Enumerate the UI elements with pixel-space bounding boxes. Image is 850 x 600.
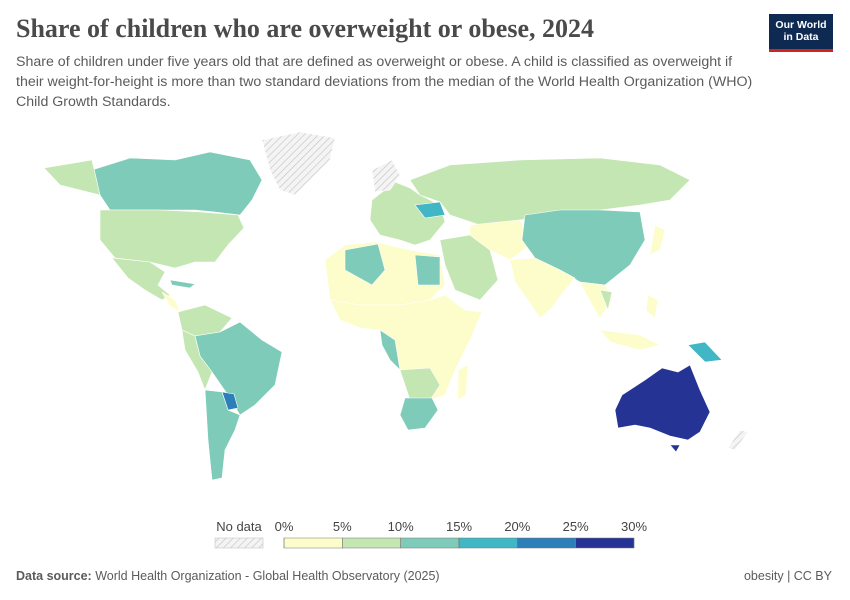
legend-tick-label: 10% bbox=[388, 519, 414, 534]
map: No data 0% 5% 10% 15% 20% 25% 30% bbox=[43, 131, 749, 549]
region bbox=[687, 341, 723, 363]
legend-tick-label: 20% bbox=[504, 519, 530, 534]
logo[interactable]: Our World in Data bbox=[769, 14, 833, 52]
region bbox=[379, 329, 401, 371]
logo-line: Our World bbox=[775, 19, 827, 31]
legend-bin bbox=[458, 537, 518, 549]
no-data-swatch bbox=[214, 537, 264, 549]
legend-bin bbox=[283, 537, 343, 549]
legend-bin bbox=[517, 537, 576, 549]
region bbox=[599, 329, 661, 351]
region bbox=[43, 159, 101, 196]
source-text: World Health Organization - Global Healt… bbox=[95, 569, 440, 583]
region bbox=[727, 429, 749, 451]
region bbox=[399, 367, 441, 401]
region bbox=[399, 397, 439, 431]
region bbox=[161, 291, 181, 313]
subtitle: Share of children under five years old t… bbox=[16, 54, 753, 110]
region bbox=[645, 294, 659, 319]
region bbox=[371, 159, 401, 193]
region bbox=[261, 131, 336, 196]
region bbox=[599, 289, 613, 312]
region bbox=[99, 209, 245, 269]
legend-bin bbox=[342, 537, 401, 549]
region bbox=[414, 201, 446, 219]
region bbox=[509, 257, 576, 319]
source-label: Data source: bbox=[16, 569, 92, 583]
region bbox=[91, 151, 263, 216]
legend: No data 0% 5% 10% 15% 20% 25% 30% bbox=[214, 519, 647, 549]
region bbox=[409, 157, 691, 226]
logo-line: in Data bbox=[783, 31, 819, 43]
legend-bin bbox=[400, 537, 460, 549]
region bbox=[181, 329, 213, 391]
legend-tick-label: 25% bbox=[563, 519, 589, 534]
title: Share of children who are overweight or … bbox=[16, 14, 594, 43]
region bbox=[457, 364, 469, 401]
region bbox=[111, 257, 171, 301]
region bbox=[329, 294, 483, 401]
world-map bbox=[43, 131, 749, 481]
region bbox=[344, 243, 386, 286]
region bbox=[614, 364, 711, 441]
legend-bin bbox=[575, 537, 635, 549]
region bbox=[414, 254, 441, 286]
region bbox=[204, 389, 241, 481]
license[interactable]: obesity | CC BY bbox=[743, 569, 832, 583]
region bbox=[369, 181, 446, 246]
legend-tick-label: 15% bbox=[446, 519, 472, 534]
no-data-label: No data bbox=[216, 519, 262, 534]
region bbox=[649, 224, 666, 256]
legend-tick-label: 30% bbox=[621, 519, 647, 534]
region bbox=[669, 444, 681, 453]
legend-tick-label: 0% bbox=[275, 519, 294, 534]
region bbox=[169, 279, 196, 289]
legend-tick-label: 5% bbox=[333, 519, 352, 534]
source: Data source: World Health Organization -… bbox=[16, 569, 440, 583]
